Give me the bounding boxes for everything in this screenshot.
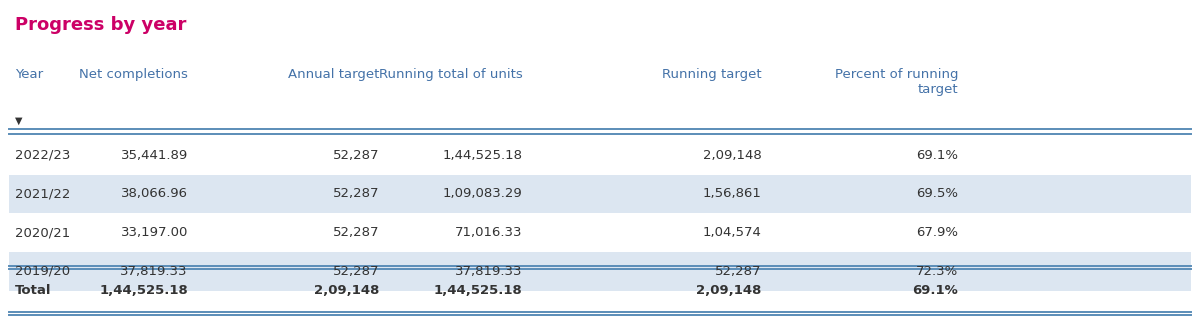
Text: 1,44,525.18: 1,44,525.18 [100,284,188,297]
Text: 2,09,148: 2,09,148 [702,149,761,162]
Text: 72.3%: 72.3% [916,265,959,278]
Text: 1,56,861: 1,56,861 [702,187,761,200]
FancyBboxPatch shape [8,252,1192,291]
Text: 2019/20: 2019/20 [14,265,70,278]
Text: 1,44,525.18: 1,44,525.18 [443,149,522,162]
Text: 69.5%: 69.5% [917,187,959,200]
Text: ▼: ▼ [14,116,23,126]
Text: 33,197.00: 33,197.00 [120,226,188,239]
Text: 37,819.33: 37,819.33 [455,265,522,278]
Text: Running total of units: Running total of units [379,68,522,81]
Text: 69.1%: 69.1% [917,149,959,162]
Text: 2021/22: 2021/22 [14,187,70,200]
Text: Annual target: Annual target [288,68,379,81]
Text: 52,287: 52,287 [332,149,379,162]
Text: 1,44,525.18: 1,44,525.18 [433,284,522,297]
Text: 71,016.33: 71,016.33 [455,226,522,239]
Text: 52,287: 52,287 [715,265,761,278]
Text: 37,819.33: 37,819.33 [120,265,188,278]
Text: 35,441.89: 35,441.89 [121,149,188,162]
Text: Total: Total [14,284,52,297]
FancyBboxPatch shape [8,175,1192,213]
Text: 2,09,148: 2,09,148 [696,284,761,297]
Text: 1,04,574: 1,04,574 [702,226,761,239]
Text: 52,287: 52,287 [332,187,379,200]
Text: Running target: Running target [661,68,761,81]
Text: Year: Year [14,68,43,81]
Text: 52,287: 52,287 [332,226,379,239]
Text: 1,09,083.29: 1,09,083.29 [443,187,522,200]
FancyBboxPatch shape [8,213,1192,252]
FancyBboxPatch shape [8,136,1192,175]
Text: Net completions: Net completions [79,68,188,81]
Text: 69.1%: 69.1% [912,284,959,297]
Text: Percent of running
target: Percent of running target [835,68,959,97]
Text: 38,066.96: 38,066.96 [121,187,188,200]
Text: 67.9%: 67.9% [917,226,959,239]
Text: 52,287: 52,287 [332,265,379,278]
Text: 2020/21: 2020/21 [14,226,70,239]
Text: Progress by year: Progress by year [14,16,186,34]
Text: 2022/23: 2022/23 [14,149,70,162]
Text: 2,09,148: 2,09,148 [313,284,379,297]
